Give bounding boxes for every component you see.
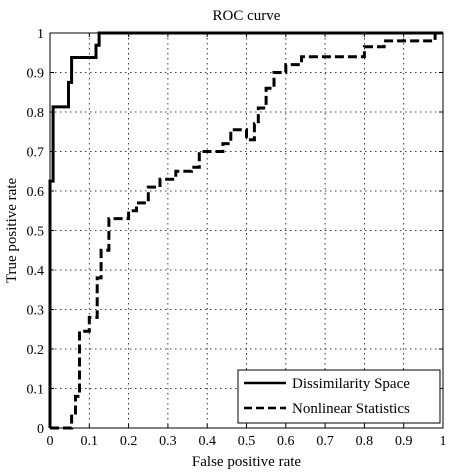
legend-box (237, 369, 441, 424)
x-axis-label: False positive rate (192, 454, 301, 470)
grid-lines (50, 33, 443, 428)
y-tick-label: 0.3 (27, 304, 45, 319)
x-tick-label: 0.5 (238, 434, 256, 449)
x-tick-label: 0.1 (81, 434, 99, 449)
series-line-nonlinear-statistics (50, 31, 443, 430)
series-layer (48, 31, 443, 430)
x-tick-label: 0.9 (395, 434, 413, 449)
y-tick-label: 0.2 (27, 343, 45, 358)
y-tick-label: 0.9 (27, 67, 45, 82)
x-tick-label: 0.3 (159, 434, 177, 449)
x-tick-label: 0.6 (277, 434, 295, 449)
y-tick-label: 0.4 (27, 264, 45, 279)
y-tick-label: 0.7 (27, 146, 45, 161)
y-axis-label: True positive rate (4, 178, 20, 284)
legend-label-nonlinear-statistics: Nonlinear Statistics (292, 401, 410, 417)
x-tick-label: 0.8 (356, 434, 374, 449)
x-tick-label: 0.2 (120, 434, 138, 449)
y-tick-label: 0.8 (27, 106, 45, 121)
y-tick-label: 0.1 (27, 383, 45, 398)
y-tick-label: 0.5 (27, 225, 45, 240)
legend: Dissimilarity Space Nonlinear Statistics (237, 369, 441, 424)
tick-labels: 0 0.1 0.2 0.3 0.4 0.5 0.6 0.7 0.8 0.9 1 0 0.1 0.2 0.3 0… (27, 27, 447, 449)
x-tick-label: 0 (47, 434, 54, 449)
chart-title: ROC curve (213, 8, 281, 24)
y-tick-label: 0 (37, 422, 44, 437)
y-tick-label: 1 (37, 27, 44, 42)
x-tick-label: 0.4 (198, 434, 216, 449)
x-tick-label: 0.7 (316, 434, 334, 449)
series-line-dissimilarity-space (48, 31, 443, 428)
y-tick-label: 0.6 (27, 185, 45, 200)
legend-label-dissimilarity-space: Dissimilarity Space (292, 376, 410, 392)
x-tick-label: 1 (440, 434, 447, 449)
